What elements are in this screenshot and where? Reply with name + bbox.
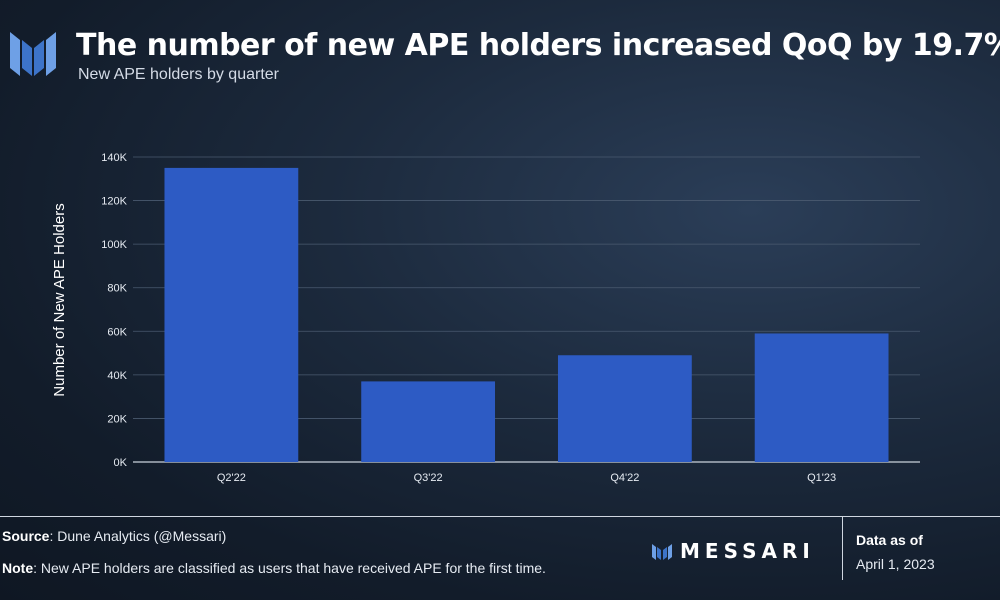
y-tick-label: 80K bbox=[107, 283, 127, 295]
y-tick-label: 140K bbox=[101, 152, 127, 164]
y-axis-label: Number of New APE Holders bbox=[51, 203, 68, 396]
y-tick-label: 0K bbox=[114, 457, 128, 469]
x-tick-label: Q4'22 bbox=[610, 472, 639, 484]
y-tick-label: 60K bbox=[107, 326, 127, 338]
x-tick-label: Q2'22 bbox=[217, 472, 246, 484]
source-text: : Dune Analytics (@Messari) bbox=[49, 528, 227, 544]
x-tick-label: Q1'23 bbox=[807, 472, 836, 484]
y-tick-label: 120K bbox=[101, 196, 127, 208]
footer-divider bbox=[0, 516, 1000, 517]
bar bbox=[557, 355, 692, 462]
y-axis-ticks: 0K 20K 40K 60K 80K 100K 120K 140K bbox=[101, 152, 127, 469]
bar bbox=[361, 381, 496, 462]
messari-brand: MESSARI bbox=[652, 539, 815, 563]
messari-brand-icon bbox=[652, 544, 672, 560]
bar bbox=[754, 333, 889, 462]
data-as-of-date: April 1, 2023 bbox=[856, 556, 935, 572]
bar bbox=[164, 167, 299, 462]
chart-bars bbox=[164, 167, 889, 462]
note-label: Note bbox=[2, 560, 34, 576]
note-text: : New APE holders are classified as user… bbox=[33, 560, 546, 576]
source-label: Source bbox=[2, 528, 50, 544]
messari-logo-icon bbox=[10, 32, 56, 76]
x-axis-ticks: Q2'22 Q3'22 Q4'22 Q1'23 bbox=[217, 472, 836, 484]
y-tick-label: 100K bbox=[101, 239, 127, 251]
brand-name: MESSARI bbox=[680, 539, 815, 563]
page-subtitle: New APE holders by quarter bbox=[78, 66, 279, 83]
source-note: Source: Dune Analytics (@Messari) bbox=[2, 528, 226, 544]
footer-vertical-divider bbox=[842, 516, 843, 580]
page-title: The number of new APE holders increased … bbox=[76, 28, 1000, 63]
footnote: Note: New APE holders are classified as … bbox=[2, 560, 546, 576]
y-tick-label: 40K bbox=[107, 370, 127, 382]
data-as-of-label: Data as of bbox=[856, 532, 923, 548]
bar-chart: 0K 20K 40K 60K 80K 100K 120K 140K Q2'22 Q3'22 Q4'… bbox=[51, 152, 920, 484]
x-tick-label: Q3'22 bbox=[414, 472, 443, 484]
y-tick-label: 20K bbox=[107, 413, 127, 425]
